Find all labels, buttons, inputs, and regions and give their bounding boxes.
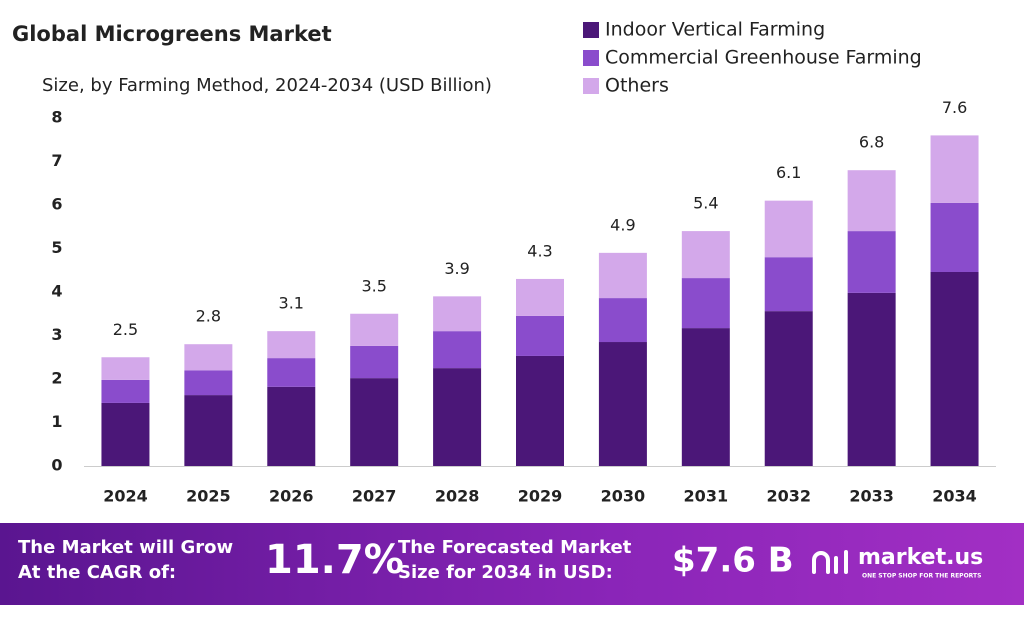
x-tick-label: 2029 bbox=[518, 487, 563, 506]
x-tick-label: 2034 bbox=[932, 487, 977, 506]
y-tick-label: 3 bbox=[51, 325, 62, 344]
bar-segment bbox=[681, 328, 730, 466]
bar-segment bbox=[516, 315, 564, 356]
y-tick-label: 7 bbox=[51, 151, 62, 170]
total-label: 6.1 bbox=[776, 163, 801, 182]
y-tick-label: 8 bbox=[51, 108, 62, 127]
x-tick-label: 2028 bbox=[435, 487, 480, 506]
y-tick-label: 1 bbox=[51, 412, 62, 431]
bar-segment bbox=[598, 298, 647, 343]
bar-segment bbox=[764, 311, 813, 466]
bar-segment bbox=[930, 202, 979, 272]
brand-tagline: ONE STOP SHOP FOR THE REPORTS bbox=[862, 573, 981, 580]
banner-text: At the CAGR of: bbox=[18, 562, 176, 583]
legend-swatch bbox=[583, 22, 599, 38]
bar-segment bbox=[930, 135, 979, 203]
bar-segment bbox=[598, 252, 647, 299]
x-tick-label: 2027 bbox=[352, 487, 397, 506]
total-label: 2.8 bbox=[196, 307, 221, 326]
bar-segment bbox=[350, 378, 399, 466]
y-tick-label: 6 bbox=[51, 195, 62, 214]
legend-label: Indoor Vertical Farming bbox=[605, 19, 825, 41]
total-label: 6.8 bbox=[859, 133, 884, 152]
bar-segment bbox=[267, 331, 316, 359]
y-tick-label: 5 bbox=[51, 238, 62, 257]
brand-name: market.us bbox=[858, 545, 983, 570]
total-label: 3.1 bbox=[279, 294, 304, 313]
x-tick-label: 2025 bbox=[186, 487, 231, 506]
total-label: 4.9 bbox=[610, 215, 635, 234]
bar-segment bbox=[764, 257, 813, 312]
brand-logo bbox=[812, 550, 848, 574]
x-tick-label: 2024 bbox=[103, 487, 148, 506]
bar-segment bbox=[101, 357, 150, 380]
bar-segment bbox=[516, 278, 564, 316]
bar-segment bbox=[350, 345, 399, 379]
total-label: 4.3 bbox=[527, 241, 552, 260]
x-tick-label: 2030 bbox=[601, 487, 646, 506]
bar-segment bbox=[267, 358, 316, 387]
bar-segment bbox=[350, 313, 399, 346]
total-label: 3.9 bbox=[444, 259, 469, 278]
banner bbox=[0, 523, 1024, 605]
banner-text: The Market will Grow bbox=[18, 537, 233, 558]
bar-segment bbox=[267, 386, 316, 466]
bar-segment bbox=[930, 271, 979, 466]
legend-swatch bbox=[583, 78, 599, 94]
total-label: 3.5 bbox=[361, 276, 386, 295]
legend-swatch bbox=[583, 50, 599, 66]
total-label: 7.6 bbox=[942, 98, 967, 117]
x-tick-label: 2026 bbox=[269, 487, 314, 506]
legend-label: Others bbox=[605, 75, 669, 97]
bar-segment bbox=[681, 231, 730, 279]
bar-segment bbox=[598, 342, 647, 466]
y-tick-label: 2 bbox=[51, 369, 62, 388]
bar-segment bbox=[433, 331, 482, 369]
bar-segment bbox=[847, 292, 896, 466]
legend-label: Commercial Greenhouse Farming bbox=[605, 47, 922, 69]
bar-segment bbox=[847, 231, 896, 293]
banner-text: Size for 2034 in USD: bbox=[398, 562, 613, 583]
bar-segment bbox=[101, 379, 150, 403]
total-label: 5.4 bbox=[693, 194, 718, 213]
x-tick-label: 2033 bbox=[849, 487, 894, 506]
bar-segment bbox=[681, 278, 730, 329]
cagr-value: 11.7% bbox=[265, 537, 404, 583]
forecast-value: $7.6 B bbox=[672, 541, 794, 581]
chart-subtitle: Size, by Farming Method, 2024-2034 (USD … bbox=[42, 75, 492, 96]
y-tick-label: 0 bbox=[51, 456, 62, 475]
bar-segment bbox=[184, 344, 233, 371]
y-tick-label: 4 bbox=[51, 282, 62, 301]
banner-text: The Forecasted Market bbox=[398, 537, 632, 558]
bar-segment bbox=[764, 200, 813, 258]
bar-segment bbox=[433, 296, 482, 332]
x-tick-label: 2031 bbox=[684, 487, 729, 506]
bar-segment bbox=[101, 402, 150, 466]
x-tick-label: 2032 bbox=[766, 487, 811, 506]
bar-segment bbox=[847, 170, 896, 232]
chart-title: Global Microgreens Market bbox=[12, 22, 332, 46]
bar-segment bbox=[516, 355, 564, 466]
bar-segment bbox=[433, 368, 482, 466]
total-label: 2.5 bbox=[113, 320, 138, 339]
bar-segment bbox=[184, 395, 233, 466]
bar-segment bbox=[184, 370, 233, 396]
